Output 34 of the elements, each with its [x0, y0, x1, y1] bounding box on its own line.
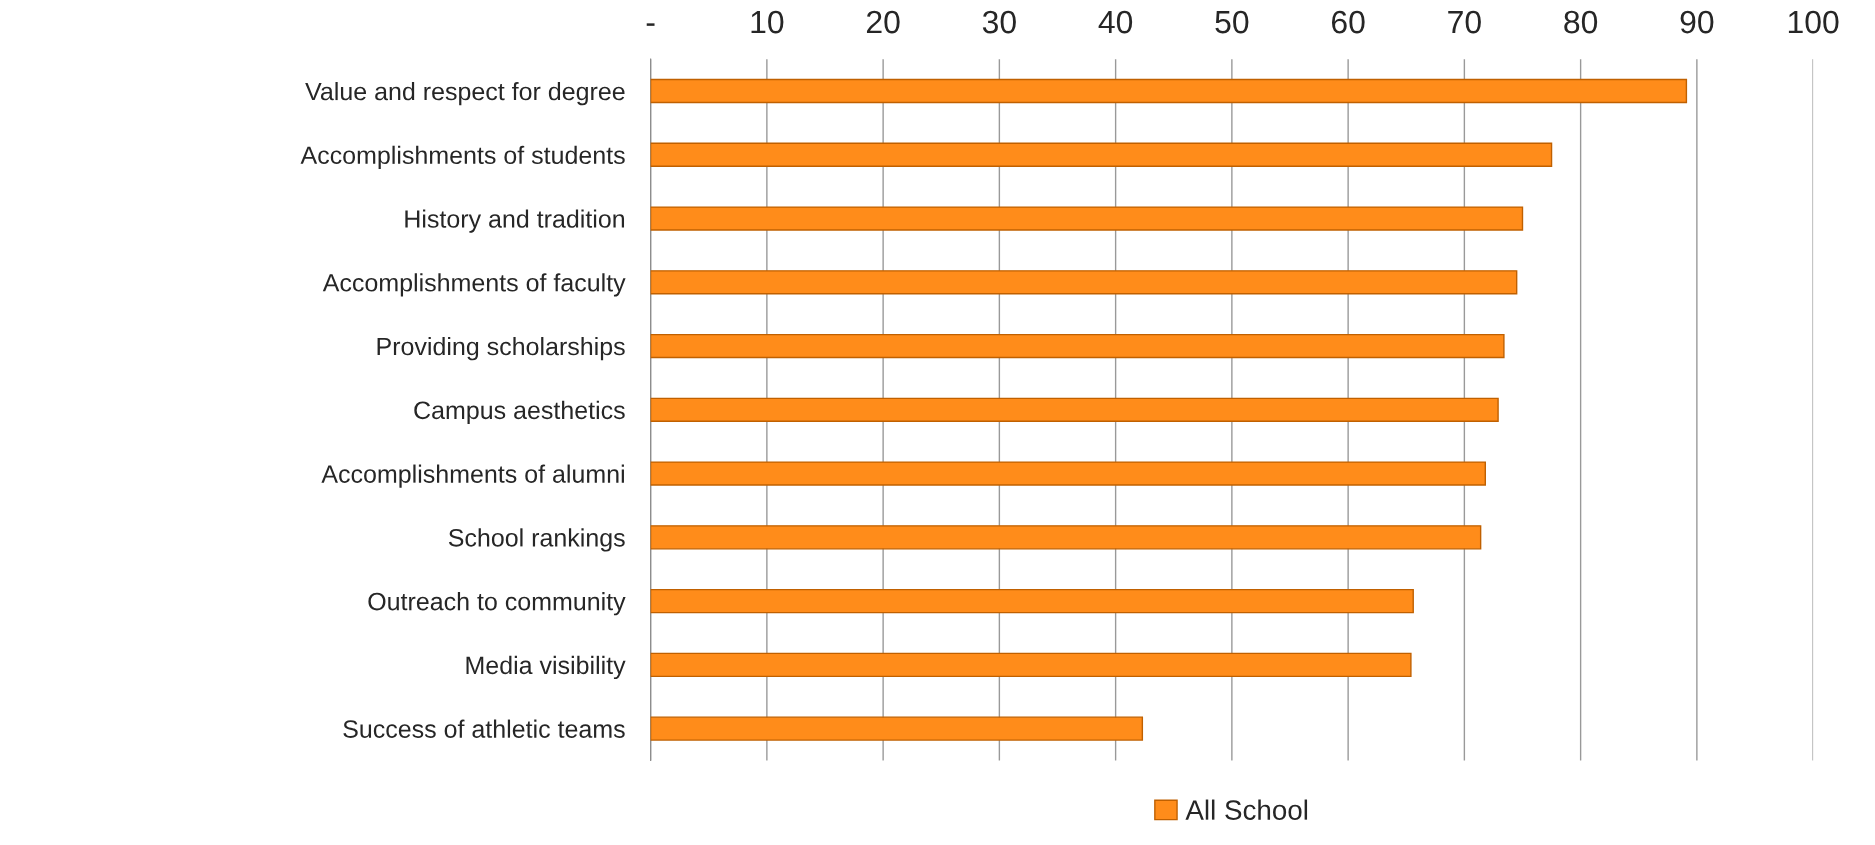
bar	[650, 652, 1412, 678]
y-tick-label: Providing scholarships	[377, 337, 625, 361]
x-tick-label: 10	[751, 10, 784, 34]
y-tick-label: Media visibility	[466, 655, 626, 680]
bar	[650, 461, 1486, 486]
x-tick-label: 40	[1098, 10, 1133, 34]
x-tick-label: 90	[1680, 10, 1714, 34]
bar	[650, 588, 1414, 614]
x-tick-label: 60	[1331, 10, 1365, 34]
y-tick-label: Accomplishments of alumni	[321, 464, 624, 488]
legend-label: All School	[1185, 799, 1308, 820]
x-tick-label: 30	[982, 10, 1016, 34]
bar	[650, 142, 1553, 167]
y-tick-label: Value and respect for degree	[305, 81, 625, 106]
bar	[650, 716, 1144, 741]
bar	[650, 270, 1518, 295]
y-tick-label: Outreach to community	[368, 592, 626, 616]
y-tick-label: History and tradition	[405, 209, 625, 233]
y-tick-label: School rankings	[448, 528, 625, 552]
y-tick-label: Campus aesthetics	[414, 400, 625, 425]
bar	[650, 333, 1505, 359]
x-tick-label: 80	[1564, 10, 1598, 34]
bar	[650, 397, 1499, 422]
bar	[650, 525, 1482, 550]
x-tick-label: 100	[1788, 10, 1839, 34]
x-tick-label: 20	[866, 10, 900, 34]
x-tick-label: 70	[1448, 10, 1481, 34]
bar	[650, 78, 1688, 104]
y-tick-label: Success of athletic teams	[343, 719, 625, 738]
x-tick-label: -	[646, 23, 655, 26]
y-tick-label: Accomplishments of students	[300, 145, 625, 170]
y-tick-label: Accomplishments of faculty	[322, 273, 626, 297]
x-tick-label: 50	[1215, 10, 1249, 34]
bar	[650, 206, 1524, 231]
